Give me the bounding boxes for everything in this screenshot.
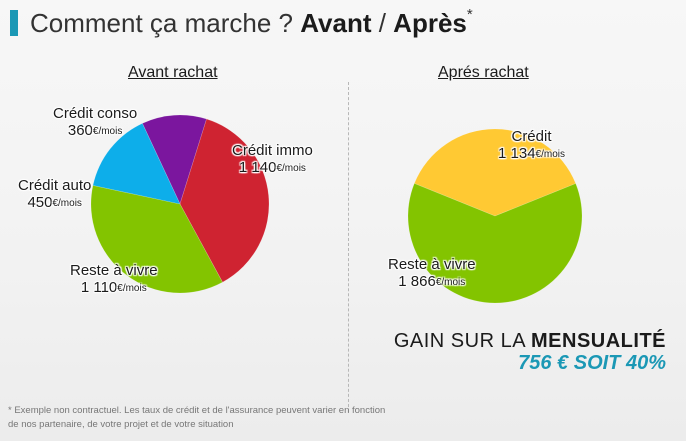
slice-reste-a-vivre: [90, 185, 223, 294]
title-footnote-mark: *: [466, 5, 473, 23]
label-credit-immo: Crédit immo 1 140€/mois: [232, 142, 313, 176]
label-credit-immo-unit: €/mois: [276, 163, 306, 174]
accent-bar: [10, 10, 18, 36]
title-before: Avant: [300, 7, 372, 38]
label-credit-immo-amount: 1 140: [238, 159, 277, 176]
slice-reste-a-vivre: [407, 183, 583, 304]
label-credit-apres: Crédit 1 134€/mois: [498, 128, 565, 162]
gain-heading: GAIN SUR LA MENSUALITÉ: [394, 330, 666, 353]
chart-title-after: Aprés rachat: [438, 64, 529, 81]
gain-prefix: GAIN SUR LA: [393, 330, 531, 352]
label-credit-auto-name: Crédit auto: [18, 177, 92, 194]
gain-value: 756 € SOIT 40%: [518, 352, 666, 374]
label-credit-auto-unit: €/mois: [52, 198, 82, 209]
label-credit-apres-name: Crédit: [511, 128, 552, 145]
gain-summary: GAIN SUR LA MENSUALITÉ 756 € SOIT 40%: [394, 330, 666, 375]
label-credit-immo-name: Crédit immo: [232, 142, 313, 159]
label-credit-auto: Crédit auto 450€/mois: [18, 177, 91, 211]
footnote: * Exemple non contractuel. Les taux de c…: [8, 404, 438, 432]
label-credit-conso-amount: 360: [67, 122, 93, 139]
label-reste-apres: Reste à vivre 1 866€/mois: [388, 256, 476, 290]
chart-divider: [348, 82, 349, 412]
label-reste-avant: Reste à vivre 1 110€/mois: [70, 262, 158, 296]
label-reste-avant-unit: €/mois: [117, 283, 147, 294]
label-reste-apres-name: Reste à vivre: [388, 256, 476, 273]
title-after: Après: [393, 7, 467, 38]
title-separator: /: [371, 7, 394, 38]
label-credit-auto-amount: 450: [27, 194, 53, 211]
label-reste-avant-amount: 1 110: [80, 279, 118, 296]
label-reste-avant-name: Reste à vivre: [70, 262, 158, 279]
label-credit-apres-unit: €/mois: [535, 149, 565, 160]
gain-highlight: MENSUALITÉ: [531, 330, 666, 352]
label-credit-conso-name: Crédit conso: [53, 105, 138, 122]
label-reste-apres-amount: 1 866: [398, 273, 436, 290]
page-header: Comment ça marche ? Avant / Après*: [10, 6, 473, 40]
label-credit-conso: Crédit conso 360€/mois: [53, 105, 137, 139]
pie-chart-before: [90, 114, 270, 294]
chart-title-before: Avant rachat: [128, 64, 218, 81]
slice-credit: [413, 128, 577, 217]
title-text: Comment ça marche ?: [30, 7, 301, 38]
footnote-line-2: de nos partenaire, de votre projet et de…: [8, 419, 234, 430]
page-title: Comment ça marche ? Avant / Après*: [30, 5, 473, 39]
slice-credit-conso: [141, 114, 207, 205]
pie-chart-after: [407, 128, 583, 304]
slice-credit-auto: [92, 122, 181, 205]
footnote-line-1: * Exemple non contractuel. Les taux de c…: [8, 405, 386, 416]
label-credit-conso-unit: €/mois: [92, 126, 123, 137]
slice-credit-immo: [179, 118, 270, 283]
label-reste-apres-unit: €/mois: [435, 277, 466, 288]
label-credit-apres-amount: 1 134: [498, 145, 536, 162]
